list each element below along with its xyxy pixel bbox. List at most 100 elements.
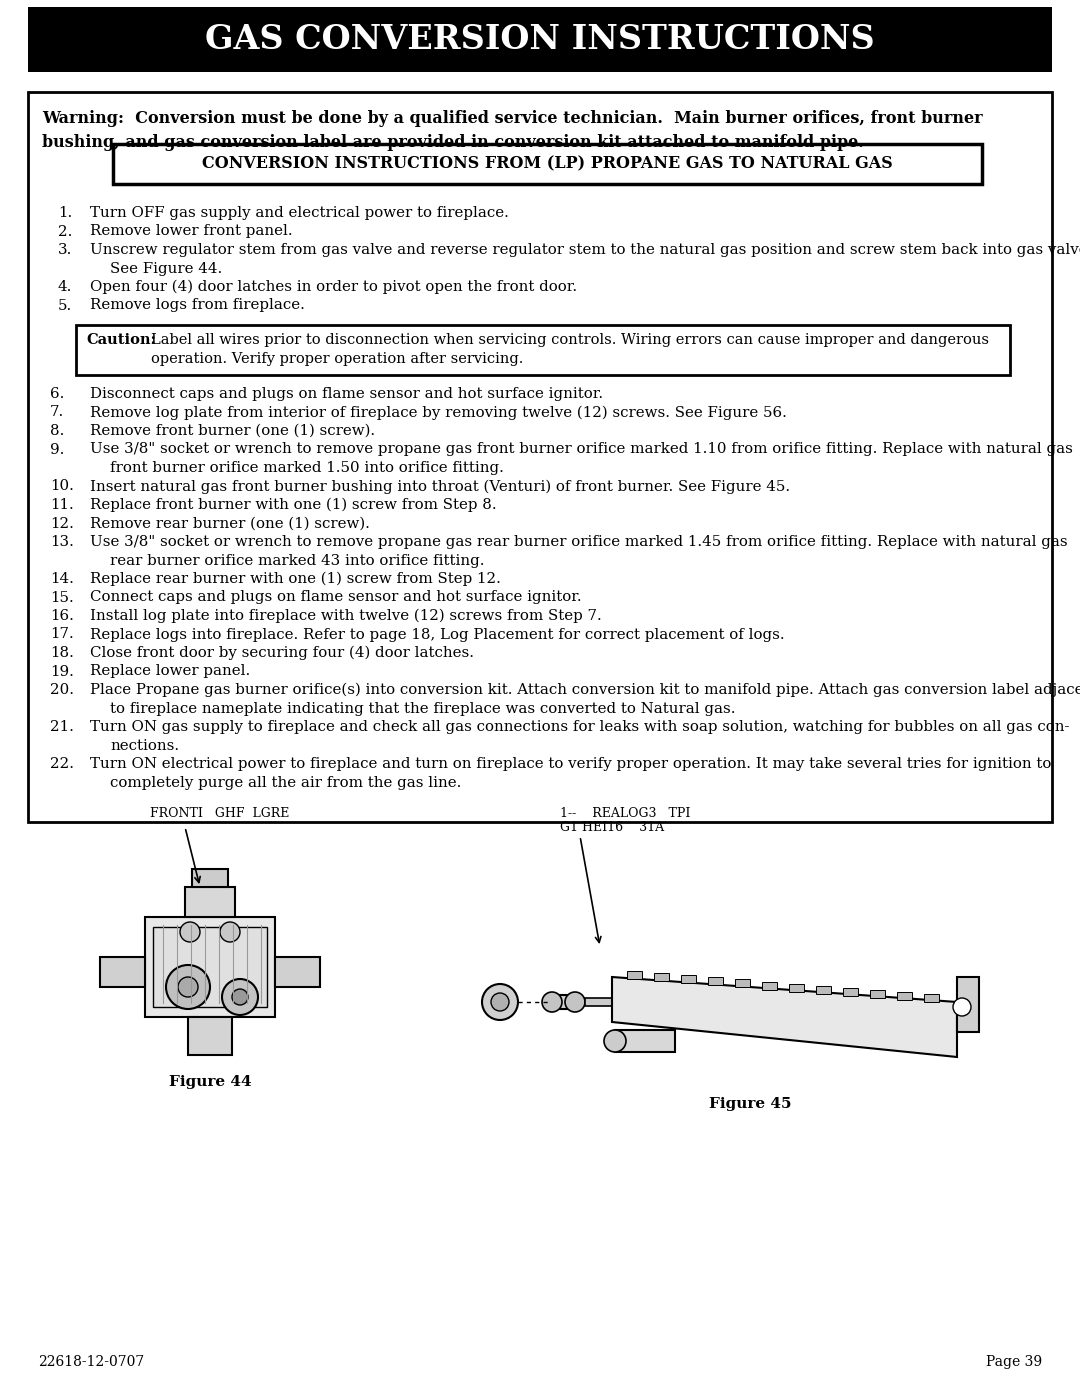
Text: 20.: 20. [50, 683, 75, 697]
Text: Install log plate into fireplace with twelve (12) screws from Step 7.: Install log plate into fireplace with tw… [90, 609, 602, 623]
Bar [76, 326, 1010, 374]
Text: See Figure 44.: See Figure 44. [110, 261, 222, 275]
Text: CONVERSION INSTRUCTIONS FROM (LP) PROPANE GAS TO NATURAL GAS: CONVERSION INSTRUCTIONS FROM (LP) PROPAN… [202, 155, 893, 172]
Text: 19.: 19. [50, 665, 73, 679]
Text: 14.: 14. [50, 571, 73, 585]
Bar [762, 982, 777, 989]
Circle shape [166, 965, 210, 1009]
Text: Use 3/8" socket or wrench to remove propane gas rear burner orifice marked 1.45 : Use 3/8" socket or wrench to remove prop… [90, 535, 1068, 549]
Text: 22.: 22. [50, 757, 75, 771]
Text: 15.: 15. [50, 591, 73, 605]
Text: Open four (4) door latches in order to pivot open the front door.: Open four (4) door latches in order to p… [90, 279, 577, 295]
Bar [957, 977, 978, 1032]
Bar [192, 869, 228, 887]
Text: 11.: 11. [50, 497, 73, 511]
Text: Disconnect caps and plugs on flame sensor and hot surface ignitor.: Disconnect caps and plugs on flame senso… [90, 387, 603, 401]
Bar [816, 986, 831, 993]
Text: 7.: 7. [50, 405, 64, 419]
Text: Replace lower panel.: Replace lower panel. [90, 665, 251, 679]
Polygon shape [612, 977, 957, 1058]
Text: Remove log plate from interior of fireplace by removing twelve (12) screws. See : Remove log plate from interior of firepl… [90, 405, 787, 420]
Text: Unscrew regulator stem from gas valve and reverse regulator stem to the natural : Unscrew regulator stem from gas valve an… [90, 243, 1080, 257]
Bar [897, 992, 912, 1000]
Text: front burner orifice marked 1.50 into orifice fitting.: front burner orifice marked 1.50 into or… [110, 461, 504, 475]
Text: 22618-12-0707: 22618-12-0707 [38, 1355, 145, 1369]
Bar [654, 974, 669, 981]
Text: 3.: 3. [58, 243, 72, 257]
Text: Turn OFF gas supply and electrical power to fireplace.: Turn OFF gas supply and electrical power… [90, 205, 509, 219]
Text: 6.: 6. [50, 387, 65, 401]
Text: Replace logs into fireplace. Refer to page 18, Log Placement for correct placeme: Replace logs into fireplace. Refer to pa… [90, 627, 785, 641]
Text: Page 39: Page 39 [986, 1355, 1042, 1369]
Circle shape [178, 977, 198, 997]
Text: 1--    REALOG3   TPI: 1-- REALOG3 TPI [561, 807, 690, 820]
Circle shape [491, 993, 509, 1011]
Text: Warning:  Conversion must be done by a qualified service technician.  Main burne: Warning: Conversion must be done by a qu… [42, 110, 983, 127]
Bar [585, 997, 613, 1006]
Text: Replace rear burner with one (1) screw from Step 12.: Replace rear burner with one (1) screw f… [90, 571, 501, 587]
Bar [924, 995, 939, 1002]
Bar [28, 7, 1052, 73]
Text: Caution:: Caution: [86, 332, 156, 346]
Text: Remove logs from fireplace.: Remove logs from fireplace. [90, 299, 305, 313]
Text: Label all wires prior to disconnection when servicing controls. Wiring errors ca: Label all wires prior to disconnection w… [151, 332, 989, 346]
Circle shape [953, 997, 971, 1016]
Text: 2.: 2. [58, 225, 72, 239]
Text: Remove rear burner (one (1) screw).: Remove rear burner (one (1) screw). [90, 517, 369, 531]
Bar [789, 983, 804, 992]
Circle shape [220, 922, 240, 942]
Text: 18.: 18. [50, 645, 73, 659]
Bar [100, 957, 145, 988]
Text: rear burner orifice marked 43 into orifice fitting.: rear burner orifice marked 43 into orifi… [110, 553, 485, 567]
Bar [681, 975, 696, 983]
Bar [145, 916, 275, 1017]
Text: 16.: 16. [50, 609, 73, 623]
Circle shape [180, 922, 200, 942]
Text: operation. Verify proper operation after servicing.: operation. Verify proper operation after… [151, 352, 524, 366]
Circle shape [604, 1030, 626, 1052]
Text: 4.: 4. [58, 279, 72, 293]
Text: to fireplace nameplate indicating that the fireplace was converted to Natural ga: to fireplace nameplate indicating that t… [110, 701, 735, 715]
Text: 8.: 8. [50, 425, 65, 439]
Text: 12.: 12. [50, 517, 73, 531]
Bar [28, 92, 1052, 821]
Text: Replace front burner with one (1) screw from Step 8.: Replace front burner with one (1) screw … [90, 497, 497, 513]
Bar [113, 144, 982, 184]
Text: completely purge all the air from the gas line.: completely purge all the air from the ga… [110, 775, 461, 789]
Text: Remove front burner (one (1) screw).: Remove front burner (one (1) screw). [90, 425, 375, 439]
Text: 1.: 1. [58, 205, 72, 219]
Text: 13.: 13. [50, 535, 73, 549]
Text: Remove lower front panel.: Remove lower front panel. [90, 225, 293, 239]
Text: GAS CONVERSION INSTRUCTIONS: GAS CONVERSION INSTRUCTIONS [205, 22, 875, 56]
Text: Place Propane gas burner orifice(s) into conversion kit. Attach conversion kit t: Place Propane gas burner orifice(s) into… [90, 683, 1080, 697]
Text: 10.: 10. [50, 479, 73, 493]
Text: Insert natural gas front burner bushing into throat (Venturi) of front burner. S: Insert natural gas front burner bushing … [90, 479, 791, 495]
Bar [627, 971, 642, 979]
Bar [185, 887, 235, 916]
Circle shape [565, 992, 585, 1011]
Text: 9.: 9. [50, 443, 65, 457]
Bar [615, 1030, 675, 1052]
Text: Turn ON gas supply to fireplace and check all gas connections for leaks with soa: Turn ON gas supply to fireplace and chec… [90, 719, 1069, 733]
Circle shape [222, 979, 258, 1016]
Bar [188, 1017, 232, 1055]
Bar [870, 990, 885, 997]
Bar [735, 979, 750, 988]
Text: 5.: 5. [58, 299, 72, 313]
Circle shape [542, 992, 562, 1011]
Circle shape [232, 989, 248, 1004]
Text: nections.: nections. [110, 739, 179, 753]
Bar [153, 928, 267, 1007]
Text: Close front door by securing four (4) door latches.: Close front door by securing four (4) do… [90, 645, 474, 661]
Circle shape [482, 983, 518, 1020]
Text: bushing, and gas conversion label are provided in conversion kit attached to man: bushing, and gas conversion label are pr… [42, 134, 864, 151]
Text: Use 3/8" socket or wrench to remove propane gas front burner orifice marked 1.10: Use 3/8" socket or wrench to remove prop… [90, 443, 1072, 457]
Text: Connect caps and plugs on flame sensor and hot surface ignitor.: Connect caps and plugs on flame sensor a… [90, 591, 582, 605]
Bar [275, 957, 320, 988]
Bar [708, 978, 723, 985]
Text: G1 HEI16    31A: G1 HEI16 31A [561, 821, 664, 834]
Text: Figure 44: Figure 44 [168, 1076, 252, 1090]
Text: 17.: 17. [50, 627, 73, 641]
Text: 21.: 21. [50, 719, 73, 733]
Text: FRONTI   GHF  LGRE: FRONTI GHF LGRE [150, 807, 289, 820]
